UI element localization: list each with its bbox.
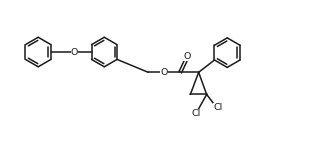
Text: Cl: Cl (213, 103, 223, 112)
Text: O: O (161, 68, 168, 77)
Text: O: O (71, 48, 78, 57)
Text: O: O (183, 52, 191, 61)
Text: Cl: Cl (192, 109, 201, 118)
